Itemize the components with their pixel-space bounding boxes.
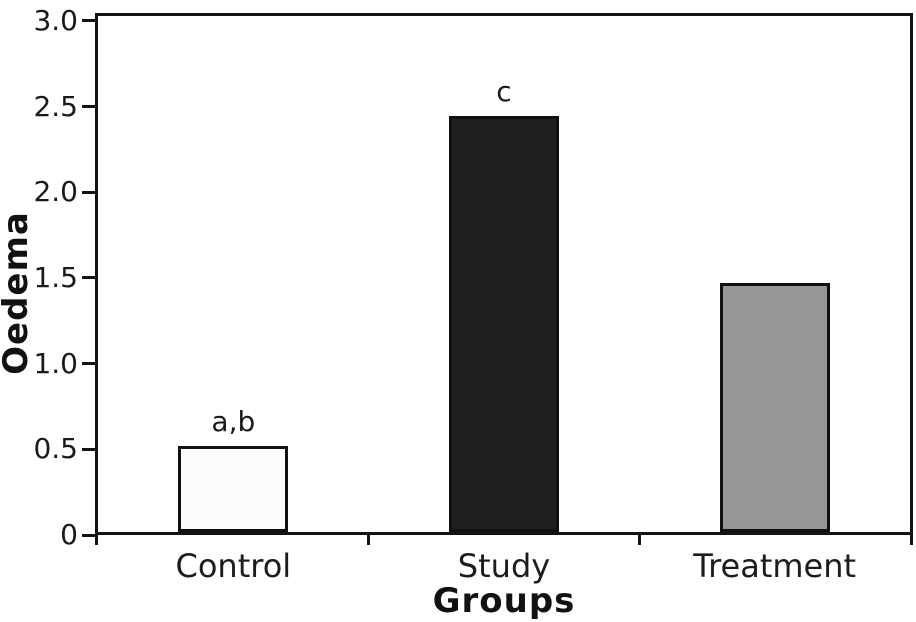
y-axis-tick [82,19,95,23]
x-axis-tick [367,532,371,545]
y-axis-title: Oedema [0,211,36,375]
y-axis-tick-label: 1.0 [33,346,78,380]
axis-edge-tick-right [910,532,913,545]
y-axis-tick [82,447,95,451]
axis-edge-tick-left [95,532,98,545]
bar-annotation: a,b [211,405,256,439]
y-axis-tick-label: 0.5 [33,432,78,466]
plot-area: 0 0.5 1.0 1.5 2.0 2.5 3.0 a,b c [33,4,913,551]
bar-treatment [719,283,830,532]
y-axis-tick [82,276,95,280]
y-axis-tick [82,105,95,108]
y-axis-tick-label: 2.5 [33,89,78,123]
y-axis-tick-label: 2.0 [33,175,78,209]
y-axis-tick-label: 3.0 [33,3,78,37]
y-axis-tick [82,362,95,366]
bar-annotation: c [496,74,512,108]
category-label-study: Study [457,547,551,585]
y-axis-tick-label: 0 [60,518,78,551]
bar-control [178,446,289,532]
category-label-treatment: Treatment [693,547,857,585]
category-label-control: Control [175,547,292,585]
x-axis-tick [637,532,641,545]
bar-study [449,115,559,532]
y-axis-tick [82,533,95,537]
x-axis-title: Groups [432,581,576,621]
y-axis-tick-label: 1.5 [33,260,78,294]
y-axis-tick [82,190,95,194]
